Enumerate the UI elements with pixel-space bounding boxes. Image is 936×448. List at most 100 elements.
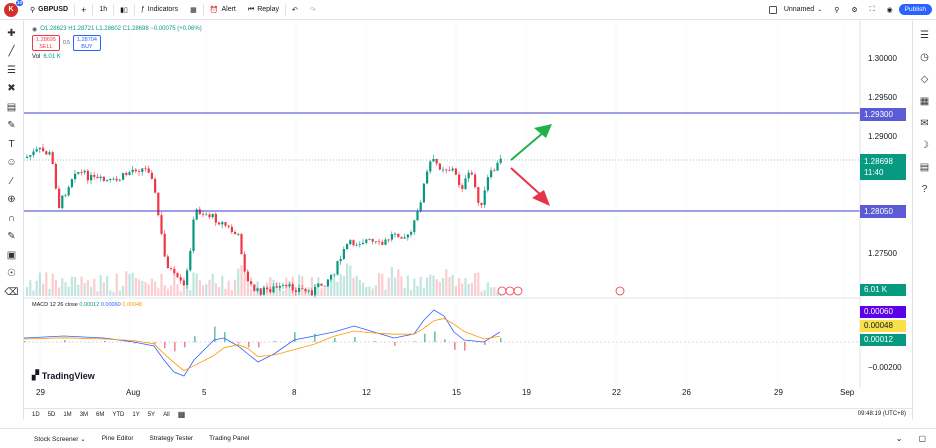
text-icon[interactable]: T <box>8 138 15 150</box>
replay-button[interactable]: ⏮ Replay <box>242 0 285 20</box>
sell-button[interactable]: 1.28695 SELL <box>32 35 60 51</box>
range-1y[interactable]: 1Y <box>132 411 140 418</box>
tab-stock-screener[interactable]: Stock Screener ⌄ <box>34 435 86 443</box>
range-1m[interactable]: 1M <box>63 411 72 418</box>
time-axis[interactable]: 29 Aug 5 8 12 15 19 22 26 29 Sep <box>24 386 912 400</box>
ruler-icon[interactable]: ∕ <box>10 175 13 187</box>
candlesticks <box>26 143 502 298</box>
bullish-arrow[interactable] <box>510 124 552 161</box>
candle-body <box>323 285 326 287</box>
tradingview-logo[interactable]: ▞ TradingView <box>32 370 95 381</box>
volume-value: 6.01 K <box>43 54 61 60</box>
macd-histogram <box>24 326 502 352</box>
candle-body <box>317 283 320 288</box>
fullscreen-button[interactable]: ⛶ <box>864 0 881 20</box>
plus-circle-icon: + <box>81 4 87 15</box>
range-6m[interactable]: 6M <box>96 411 105 418</box>
snapshot-button[interactable]: ◉ <box>881 0 899 20</box>
notification-badge: 10 <box>15 0 23 6</box>
watchlist-icon[interactable]: ☰ <box>920 29 929 41</box>
goto-date-icon[interactable]: ▦ <box>177 410 186 419</box>
help-question-icon[interactable]: ? <box>921 183 928 195</box>
tab-pine-editor[interactable]: Pine Editor <box>101 435 134 442</box>
volume-bar <box>205 284 208 296</box>
user-avatar[interactable]: K 10 <box>4 0 23 17</box>
buy-button[interactable]: 1.28704 BUY <box>72 35 101 51</box>
trash-icon[interactable]: ⌫ <box>4 286 19 298</box>
crosshair-icon[interactable]: ✚ <box>7 27 16 39</box>
macd-hist-bar <box>238 342 240 344</box>
range-1d[interactable]: 1D <box>32 411 40 418</box>
interval-button[interactable]: 1h <box>93 0 113 20</box>
volume-bar <box>368 286 371 296</box>
undo-button[interactable]: ↶ <box>286 0 304 20</box>
search-icon: ⚲ <box>30 6 36 14</box>
volume-bar <box>58 287 61 296</box>
candle-body <box>93 175 96 177</box>
layers-icon[interactable]: ◇ <box>920 73 929 85</box>
brush-icon[interactable]: ✎ <box>7 120 16 132</box>
range-5d[interactable]: 5D <box>47 411 56 418</box>
volume-bar <box>352 277 355 296</box>
volume-bar <box>384 289 387 296</box>
alert-button[interactable]: ⏰ Alert <box>204 0 242 20</box>
indicators-button[interactable]: ƒ Indicators <box>135 0 184 20</box>
volume-bar <box>189 290 192 296</box>
economic-event-markers[interactable] <box>497 286 625 296</box>
chat-icon[interactable]: ✉ <box>920 117 929 129</box>
candle-type-button[interactable]: ▮▯ <box>114 0 134 20</box>
candle-body <box>246 271 249 282</box>
eye-icon[interactable]: ☉ <box>7 268 16 280</box>
redo-button[interactable]: ↷ <box>304 0 322 20</box>
lock-drawing-icon[interactable]: ✎ <box>7 231 16 243</box>
support-price-tag[interactable]: 1.28050 <box>860 205 906 218</box>
trade-buttons-row: 1.28695 SELL 0.5 1.28704 BUY <box>32 34 202 52</box>
emoji-icon[interactable]: ☺ <box>6 157 17 169</box>
zoom-in-icon[interactable]: ⊕ <box>7 194 16 206</box>
volume-bar <box>74 277 77 296</box>
candle-body <box>278 285 281 288</box>
range-3m[interactable]: 3M <box>79 411 89 418</box>
tab-trading-panel[interactable]: Trading Panel <box>209 435 250 442</box>
range-5y[interactable]: 5Y <box>147 411 156 418</box>
symbol-search-button[interactable]: ⚲ GBPUSD <box>24 0 74 20</box>
candle-body <box>400 237 403 239</box>
undo-icon: ↶ <box>292 6 298 14</box>
maximize-icon[interactable]: ▢ <box>918 434 926 443</box>
chart-legend: ◉ O1.28623 H1.28721 L1.28602 C1.28698 −0… <box>32 24 202 62</box>
settings-button[interactable]: ⚙ <box>845 0 863 20</box>
alarm-clock-icon: ⏰ <box>209 6 219 14</box>
bar-countdown: 11:40 <box>864 168 884 177</box>
horizontal-lines-icon[interactable]: ☰ <box>7 64 16 76</box>
candle-body <box>109 178 112 181</box>
notification-bell-icon[interactable]: ▤ <box>919 161 930 173</box>
candle-body <box>307 290 310 292</box>
quick-search-button[interactable]: ⚲ <box>828 0 845 20</box>
publish-button[interactable]: Publish <box>898 4 932 15</box>
magnet-icon[interactable]: ∩ <box>7 212 16 224</box>
calendar-icon[interactable]: ▦ <box>919 95 930 107</box>
templates-button[interactable]: ▦ <box>184 0 203 20</box>
ideas-bulb-icon[interactable]: ☽ <box>920 139 929 151</box>
lock-icon[interactable]: ▣ <box>6 249 17 261</box>
alerts-clock-icon[interactable]: ◷ <box>920 51 929 63</box>
trend-line-icon[interactable]: ╱ <box>8 46 15 58</box>
eye-toggle-icon[interactable]: ◉ <box>32 26 38 33</box>
pitchfork-icon[interactable]: ✖ <box>7 83 16 95</box>
resistance-price-tag[interactable]: 1.29300 <box>860 108 906 121</box>
fib-retracement-icon[interactable]: ▤ <box>6 101 17 113</box>
range-all[interactable]: All <box>163 411 170 418</box>
range-ytd[interactable]: YTD <box>112 411 125 418</box>
price-chart[interactable] <box>24 20 912 388</box>
compare-symbol-button[interactable]: + <box>75 0 92 20</box>
clock[interactable]: 09:48:19 (UTC+8) <box>857 411 906 417</box>
candle-body <box>330 274 333 280</box>
bearish-arrow[interactable] <box>510 167 550 206</box>
candle-body <box>336 261 339 275</box>
candle-body <box>355 244 358 246</box>
tab-strategy-tester[interactable]: Strategy Tester <box>149 435 194 442</box>
layout-name: Unnamed <box>783 6 815 13</box>
layout-name-button[interactable]: Unnamed ⌄ <box>763 0 828 20</box>
collapse-icon[interactable]: ⌄ <box>895 434 903 443</box>
volume-bar <box>93 278 96 296</box>
